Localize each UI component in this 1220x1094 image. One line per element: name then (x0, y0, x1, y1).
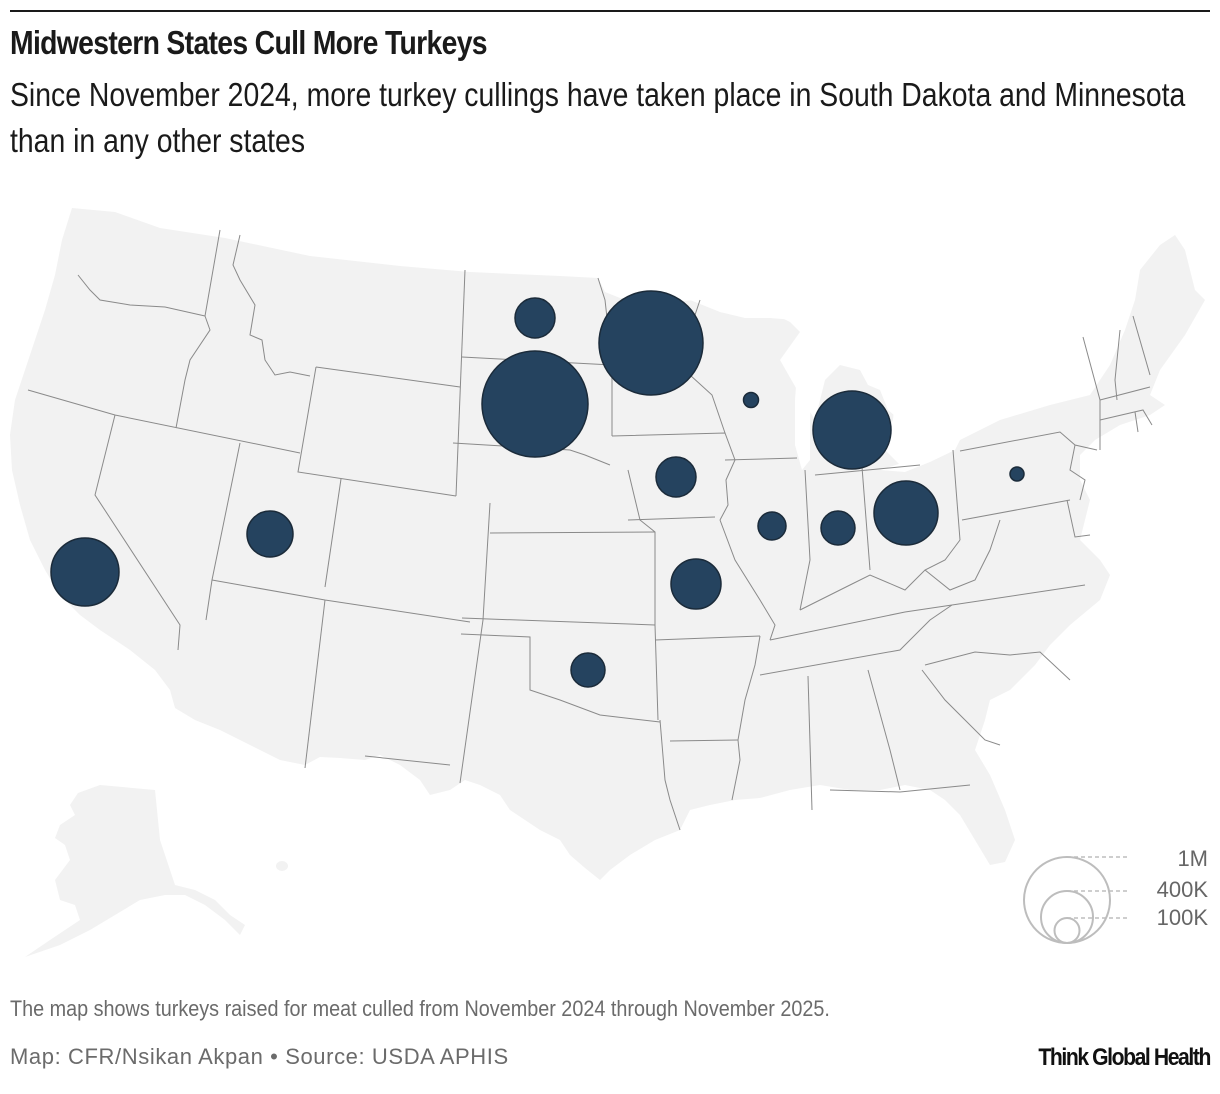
bubble-missouri[interactable] (670, 558, 722, 610)
legend-circle-100k (1053, 917, 1081, 944)
us-map: 1M 400K 100K (10, 208, 1209, 957)
bubble-oklahoma[interactable] (570, 652, 606, 688)
chart-subtitle: Since November 2024, more turkey culling… (10, 76, 1186, 159)
footnote: The map shows turkeys raised for meat cu… (10, 996, 830, 1021)
chart-title: Midwestern States Cull More Turkeys (10, 24, 488, 61)
bubble-michigan[interactable] (812, 390, 892, 470)
bubble-wisconsin[interactable] (742, 391, 760, 409)
bubble-indiana[interactable] (820, 510, 856, 546)
bubble-minnesota[interactable] (598, 290, 704, 396)
source-credit: Map: CFR/Nsikan Akpan • Source: USDA APH… (10, 1044, 509, 1069)
bubble-north-dakota[interactable] (514, 297, 556, 339)
great-lakes (690, 292, 960, 472)
bubble-iowa[interactable] (655, 456, 697, 498)
bubble-pennsylvania[interactable] (1009, 466, 1025, 482)
legend-label-400k: 400K (1157, 877, 1209, 902)
lake-erie (880, 440, 960, 472)
brand-logo: Think Global Health (1038, 1044, 1211, 1071)
lake-superior (690, 292, 800, 320)
alaska-landmass (25, 785, 245, 957)
lake-huron (860, 370, 910, 420)
legend-label-1m: 1M (1177, 846, 1208, 871)
legend-label-100k: 100K (1157, 905, 1209, 930)
bubble-california[interactable] (50, 537, 120, 607)
bubble-south-dakota[interactable] (481, 350, 589, 458)
bubble-ohio[interactable] (873, 480, 939, 546)
bubbles (50, 290, 1025, 688)
lake-michigan (795, 330, 815, 470)
legend-circle-1m (1023, 856, 1111, 944)
contiguous-us-landmass (10, 208, 1205, 880)
top-rule (10, 10, 1210, 12)
state-borders (27, 229, 1153, 831)
bubble-illinois[interactable] (757, 511, 787, 541)
size-legend: 1M 400K 100K (1023, 846, 1209, 944)
bubble-utah[interactable] (246, 510, 294, 558)
hawaii-landmass (276, 861, 288, 871)
